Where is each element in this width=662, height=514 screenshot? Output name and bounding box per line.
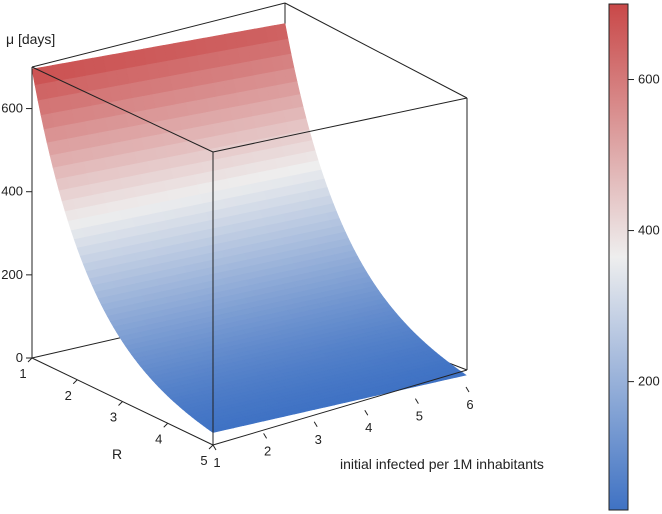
surface <box>31 23 467 433</box>
y-tick-mark <box>72 379 78 385</box>
y-tick-label: 1 <box>19 366 26 381</box>
box-edge-front-bottom <box>212 369 468 446</box>
box-edge-back-top <box>31 2 286 68</box>
x-tick-mark <box>414 398 419 404</box>
box-edge-right-top <box>284 2 468 99</box>
x-tick-label: 2 <box>264 443 271 458</box>
x-tick-mark <box>313 421 318 428</box>
z-tick-label: 0 <box>16 350 23 365</box>
x-axis: 1 2 3 4 5 6 <box>212 386 474 470</box>
box-edge-left-top <box>31 66 214 153</box>
x-tick-label: 3 <box>315 432 322 447</box>
colorbar: 200 400 600 <box>608 3 660 511</box>
x-axis-title: initial infected per 1M inhabitants <box>340 456 544 472</box>
z-tick-label: 600 <box>1 101 23 116</box>
y-tick-mark <box>208 444 214 450</box>
x-tick-label: 5 <box>416 409 423 424</box>
y-tick-label: 5 <box>200 453 207 468</box>
y-axis: 1 2 3 4 5 <box>19 357 214 468</box>
colorbar-bar <box>608 3 629 511</box>
x-tick-label: 1 <box>213 455 220 470</box>
colorbar-tick-label: 600 <box>638 72 660 87</box>
y-tick-label: 2 <box>65 388 72 403</box>
box-edge-front-top <box>212 97 468 153</box>
x-tick-mark <box>212 444 217 451</box>
x-tick-label: 4 <box>365 420 372 435</box>
z-tick-label: 400 <box>1 184 23 199</box>
x-tick-mark <box>364 409 369 416</box>
y-tick-label: 4 <box>155 431 162 446</box>
y-axis-title: R <box>112 446 122 462</box>
y-tick-mark <box>163 422 169 428</box>
x-tick-mark <box>465 386 470 393</box>
colorbar-ticks: 200 400 600 <box>628 72 660 389</box>
z-axis-title: μ [days] <box>6 31 55 47</box>
y-tick-label: 3 <box>110 410 117 425</box>
colorbar-tick-label: 400 <box>638 223 660 238</box>
x-tick-label: 6 <box>466 397 473 412</box>
z-axis: 0 200 400 600 <box>1 101 32 365</box>
y-tick-mark <box>118 401 123 406</box>
z-tick-label: 200 <box>1 267 23 282</box>
x-tick-mark <box>263 433 268 439</box>
y-tick-mark <box>27 357 33 363</box>
colorbar-tick-label: 200 <box>638 374 660 389</box>
